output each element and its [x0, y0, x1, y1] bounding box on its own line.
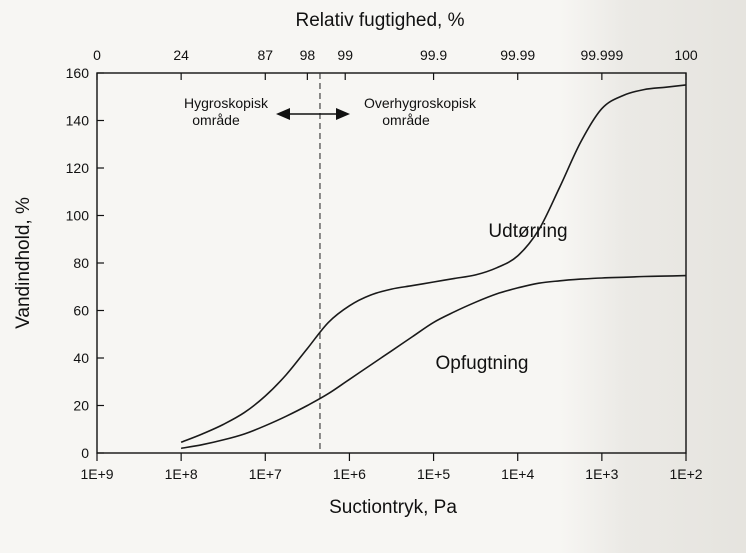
top-tick-label: 100: [674, 47, 698, 63]
series-line-udtorring: [180, 84, 687, 444]
x-tick-label: 1E+7: [249, 466, 282, 482]
plot-frame: [96, 72, 687, 454]
y-tick-label: 80: [73, 255, 89, 271]
x-axis-title: Suctiontryk, Pa: [329, 497, 457, 518]
y-tick-label: 100: [66, 208, 90, 224]
x-tick-label: 1E+8: [165, 466, 198, 482]
x-tick-label: 1E+2: [669, 466, 702, 482]
y-tick-label: 0: [81, 445, 89, 461]
region-double-arrow: [276, 108, 350, 120]
series-line-opfugtning: [180, 274, 687, 450]
top-axis-ticks: 0 24 87 98 99 99.9 99.99 99.999 100: [93, 47, 698, 80]
overhygroscopic-label-line1: Overhygroskopisk: [364, 95, 477, 111]
x-tick-label: 1E+5: [417, 466, 450, 482]
top-tick-label: 0: [93, 47, 101, 63]
series-label-udtorring: Udtørring: [488, 221, 567, 242]
y-tick-label: 120: [66, 160, 90, 176]
y-tick-label: 60: [73, 303, 89, 319]
top-tick-label: 98: [300, 47, 316, 63]
top-axis-title: Relativ fugtighed, %: [296, 10, 465, 31]
x-tick-label: 1E+3: [585, 466, 618, 482]
top-tick-label: 24: [173, 47, 189, 63]
y-tick-label: 40: [73, 350, 89, 366]
x-tick-label: 1E+9: [80, 466, 113, 482]
x-tick-label: 1E+6: [333, 466, 366, 482]
top-tick-label: 87: [257, 47, 273, 63]
x-tick-label: 1E+4: [501, 466, 534, 482]
top-tick-label: 99.99: [500, 47, 535, 63]
hygroscopic-label-line1: Hygroskopisk: [184, 95, 269, 111]
x-axis-ticks: 1E+9 1E+8 1E+7 1E+6 1E+5 1E+4 1E+3 1E+2: [80, 453, 703, 482]
hygroscopic-label-line2: område: [192, 112, 240, 128]
y-axis-ticks: 0 20 40 60 80 100 120 140 160: [66, 65, 104, 461]
series-label-opfugtning: Opfugtning: [436, 353, 529, 374]
y-tick-label: 160: [66, 65, 90, 81]
y-tick-label: 20: [73, 398, 89, 414]
series-group: [180, 84, 687, 450]
y-axis-title: Vandindhold, %: [13, 197, 34, 329]
overhygroscopic-label-line2: område: [382, 112, 430, 128]
top-tick-label: 99: [337, 47, 353, 63]
top-tick-label: 99.9: [420, 47, 447, 63]
top-tick-label: 99.999: [580, 47, 623, 63]
y-tick-label: 140: [66, 113, 90, 129]
